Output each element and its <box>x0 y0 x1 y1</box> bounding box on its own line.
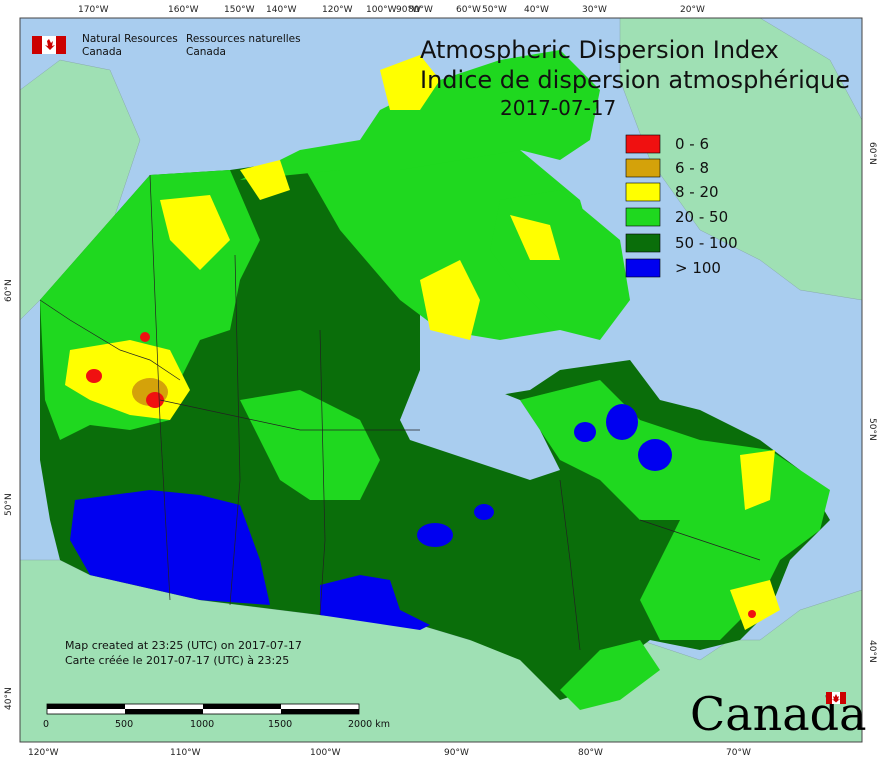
agency-name-en-2: Canada <box>82 46 122 58</box>
nrcan-signature: Natural Resources Canada Ressources natu… <box>32 33 301 58</box>
arctic-islands <box>240 50 600 180</box>
region-20-50-east <box>520 380 830 640</box>
tick-bottom-4: 80°W <box>578 748 603 758</box>
region-100-plus-ontario <box>474 504 494 520</box>
legend-label-0: 0 - 6 <box>675 135 709 153</box>
province-borders <box>39 174 761 651</box>
note-created-en: Map created at 23:25 (UTC) on 2017-07-17 <box>65 639 302 652</box>
region-8-20-yellow-ne <box>240 160 290 200</box>
tick-top-9: 50°W <box>482 5 507 15</box>
tick-bottom-5: 70°W <box>726 748 751 758</box>
legend-swatch-0 <box>625 134 661 154</box>
tick-top-6: 90°W <box>396 5 421 15</box>
scale-label-4: 2000 km <box>348 719 390 730</box>
region-8-20-baffin <box>510 215 560 260</box>
spot-0-6-d <box>748 610 756 618</box>
wordmark-flag-icon <box>826 692 846 704</box>
legend-label-4: 50 - 100 <box>675 234 738 252</box>
map-border <box>19 17 863 743</box>
tick-top-12: 20°W <box>680 5 705 15</box>
legend-label-5: > 100 <box>675 259 721 277</box>
region-8-20-nunavut <box>420 260 480 340</box>
tick-bottom-2: 100°W <box>310 748 341 758</box>
scale-label-0: 0 <box>43 719 49 730</box>
canada-flag-icon <box>32 36 66 54</box>
legend-swatch-4 <box>625 233 661 253</box>
tick-bottom-0: 120°W <box>28 748 59 758</box>
tick-top-0: 170°W <box>78 5 109 15</box>
tick-bottom-3: 90°W <box>444 748 469 758</box>
region-100-plus-west <box>70 490 270 605</box>
tick-top-1: 160°W <box>168 5 199 15</box>
agency-name-fr-2: Canada <box>186 46 226 58</box>
tick-top-10: 40°W <box>524 5 549 15</box>
legend-swatch-3 <box>625 207 661 227</box>
region-100-plus-quebec-c <box>574 422 596 442</box>
tick-left-1: 50°N <box>4 493 14 516</box>
graticule-top: 170°W 160°W 150°W 140°W 120°W 100°W 90°W… <box>78 5 705 15</box>
region-100-plus-quebec-a <box>606 404 638 440</box>
region-8-20-arctic <box>380 55 440 110</box>
region-20-50-south <box>560 640 660 710</box>
tick-top-11: 30°W <box>582 5 607 15</box>
tick-top-2: 150°W <box>224 5 255 15</box>
legend-label-2: 8 - 20 <box>675 183 719 201</box>
note-created-fr: Carte créée le 2017-07-17 (UTC) à 23:25 <box>65 654 289 667</box>
agency-name-fr-1: Ressources naturelles <box>186 33 301 45</box>
title-en: Atmospheric Dispersion Index <box>420 36 779 64</box>
legend: 0 - 6 6 - 8 8 - 20 20 - 50 50 - 100 > 10… <box>625 134 738 278</box>
tick-right-0: 60°N <box>867 142 877 165</box>
region-100-plus-quebec-b <box>638 439 672 471</box>
tick-top-7: 80°W <box>408 5 433 15</box>
legend-label-3: 20 - 50 <box>675 208 728 226</box>
scale-label-1: 500 <box>115 719 133 730</box>
agency-name-en-1: Natural Resources <box>82 33 178 45</box>
tick-bottom-1: 110°W <box>170 748 201 758</box>
scale-label-3: 1500 <box>268 719 292 730</box>
graticule-left: 60°N 50°N 40°N <box>4 279 14 710</box>
spot-0-6-b <box>86 369 102 383</box>
canada-wordmark: Canada <box>690 687 867 741</box>
tick-right-2: 40°N <box>867 640 877 663</box>
title-date: 2017-07-17 <box>500 96 616 120</box>
tick-top-8: 60°W <box>456 5 481 15</box>
scale-bar: 0 500 1000 1500 2000 km <box>43 703 390 730</box>
canada-landmass <box>40 50 830 710</box>
graticule-bottom: 120°W 110°W 100°W 90°W 80°W 70°W <box>28 748 751 758</box>
legend-swatch-1 <box>625 158 661 178</box>
tick-left-0: 60°N <box>4 279 14 302</box>
tick-right-1: 50°N <box>867 418 877 441</box>
region-8-20-north <box>160 195 230 270</box>
tick-top-5: 100°W <box>366 5 397 15</box>
region-100-plus-hudson <box>417 523 453 547</box>
graticule-right: 60°N 50°N 40°N <box>867 142 877 663</box>
hudson-bay <box>400 380 560 480</box>
spot-0-6-c <box>140 332 150 342</box>
tick-left-2: 40°N <box>4 687 14 710</box>
legend-label-1: 6 - 8 <box>675 159 709 177</box>
tick-top-4: 120°W <box>322 5 353 15</box>
legend-swatch-5 <box>625 258 661 278</box>
legend-swatch-2 <box>625 182 661 202</box>
scale-label-2: 1000 <box>190 719 214 730</box>
non-canada-land <box>19 17 863 743</box>
region-20-50-central <box>240 390 380 500</box>
title-fr: Indice de dispersion atmosphérique <box>420 66 850 94</box>
region-8-20-atlantic <box>730 580 780 630</box>
region-8-20-quebec <box>740 450 775 510</box>
region-100-plus-central <box>320 575 430 630</box>
tick-top-3: 140°W <box>266 5 297 15</box>
